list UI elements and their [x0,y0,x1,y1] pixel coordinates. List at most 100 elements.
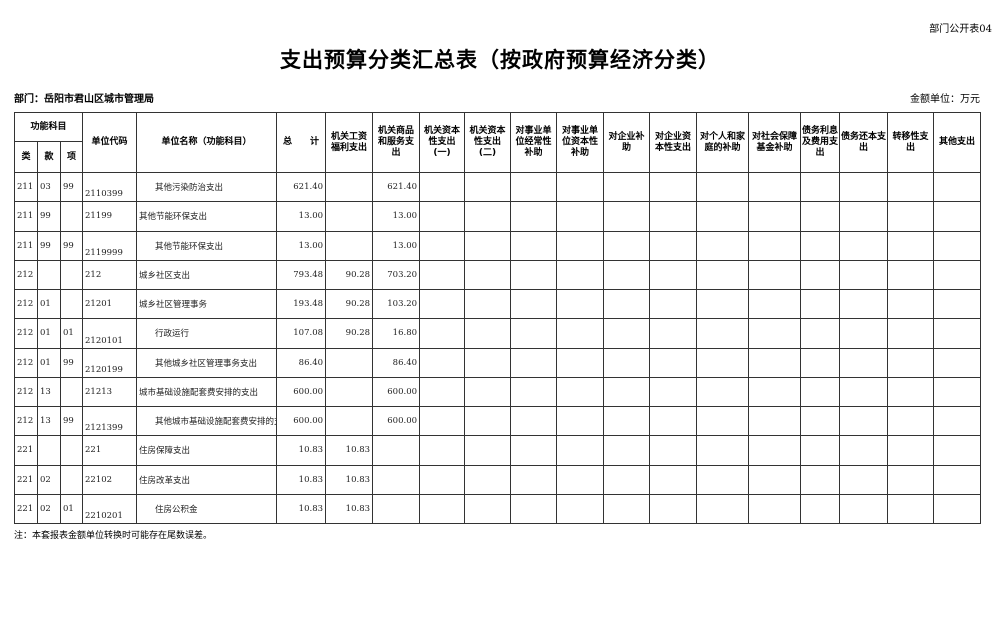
cell-name: 城乡社区支出 [136,259,278,291]
header-total: 总 计 [276,112,327,173]
cell-empty [887,171,935,203]
cell-empty [839,405,889,437]
cell-total: 193.48 [276,288,327,320]
cell-total: 13.00 [276,230,327,261]
cell-lei: 212 [14,347,38,378]
cell-empty [649,171,698,203]
cell-empty [839,259,889,291]
cell-empty [464,288,512,320]
cell-wage: 90.28 [325,259,374,291]
cell-empty [696,171,750,203]
cell-empty [649,493,698,525]
header-col-8: 对个人和家庭的补助 [696,112,750,173]
cell-empty [800,347,841,378]
header-col-13: 其他支出 [933,112,982,173]
cell-wage [325,230,374,261]
cell-xiang: 99 [59,171,84,203]
cell-xiang: 01 [59,318,84,349]
cell-empty [510,347,558,378]
cell-name: 住房公积金 [136,493,278,525]
cell-empty [748,230,802,261]
cell-empty [696,201,750,232]
cell-goods: 703.20 [372,259,421,291]
table-row: 21213992121399其他城市基础设施配套费安排的支出600.00600.… [14,405,982,437]
cell-kuan: 01 [37,347,61,378]
header-col-3: 机关资本性支出(二) [464,112,512,173]
cell-empty [556,464,605,495]
cell-empty [933,318,982,349]
cell-empty [464,347,512,378]
cell-code: 212 [82,259,138,291]
cell-wage [325,201,374,232]
cell-empty [748,464,802,495]
header-col-9: 对社会保障基金补助 [748,112,802,173]
cell-empty [839,318,889,349]
cell-total: 600.00 [276,405,327,437]
cell-empty [556,347,605,378]
cell-goods [372,464,421,495]
cell-total: 600.00 [276,376,327,408]
cell-code: 2210201 [82,493,138,525]
cell-wage: 10.83 [325,435,374,466]
table-row: 212 13 21213 城市基础设施配套费安排的支出 600.00 600.00 [14,376,982,408]
cell-code: 21201 [82,288,138,320]
cell-empty [800,230,841,261]
cell-empty [556,171,605,203]
cell-code: 21199 [82,201,138,232]
cell-empty [800,288,841,320]
cell-kuan [37,435,61,466]
cell-empty [419,347,466,378]
cell-empty [603,318,651,349]
cell-kuan [37,259,61,291]
cell-empty [933,259,982,291]
cell-lei: 211 [14,230,38,261]
cell-empty [419,288,466,320]
cell-lei: 212 [14,405,38,437]
cell-empty [696,347,750,378]
cell-empty [748,347,802,378]
cell-lei: 221 [14,435,38,466]
cell-name: 城市基础设施配套费安排的支出 [136,376,278,408]
cell-empty [464,171,512,203]
cell-kuan: 13 [37,405,61,437]
cell-kuan: 03 [37,171,61,203]
cell-empty [839,230,889,261]
table-row: 212 01 99 2120199 其他城乡社区管理事务支出 86.40 86.40 [14,347,982,378]
cell-goods: 621.40 [372,171,421,203]
cell-goods: 600.00 [372,376,421,408]
cell-empty [510,318,558,349]
cell-name: 行政运行 [136,318,278,349]
header-code: 单位代码 [82,112,138,173]
cell-empty [887,493,935,525]
cell-code: 22102 [82,464,138,495]
cell-empty [800,171,841,203]
cell-empty [748,435,802,466]
cell-total: 13.00 [276,201,327,232]
header-lei: 类 [14,141,38,173]
cell-name: 其他污染防治支出 [136,171,278,203]
cell-kuan: 99 [37,201,61,232]
cell-empty [556,318,605,349]
cell-empty [933,171,982,203]
table-row: 211 03 99 2110399 其他污染防治支出 621.40 621.40 [14,171,982,203]
cell-empty [839,464,889,495]
cell-kuan: 02 [37,493,61,525]
cell-empty [464,259,512,291]
cell-total: 10.83 [276,435,327,466]
cell-lei: 212 [14,259,38,291]
cell-empty [887,288,935,320]
header-col-10: 债务利息及费用支出 [800,112,841,173]
cell-empty [510,435,558,466]
cell-empty [556,259,605,291]
cell-name: 城乡社区管理事务 [136,288,278,320]
cell-empty [887,464,935,495]
cell-empty [800,435,841,466]
cell-empty [510,405,558,437]
cell-code: 21213 [82,376,138,408]
cell-goods [372,493,421,525]
table-row: 221 221 住房保障支出 10.83 10.83 [14,435,982,466]
cell-goods: 86.40 [372,347,421,378]
cell-empty [933,376,982,408]
header-col-6: 对企业补助 [603,112,651,173]
cell-empty [419,464,466,495]
